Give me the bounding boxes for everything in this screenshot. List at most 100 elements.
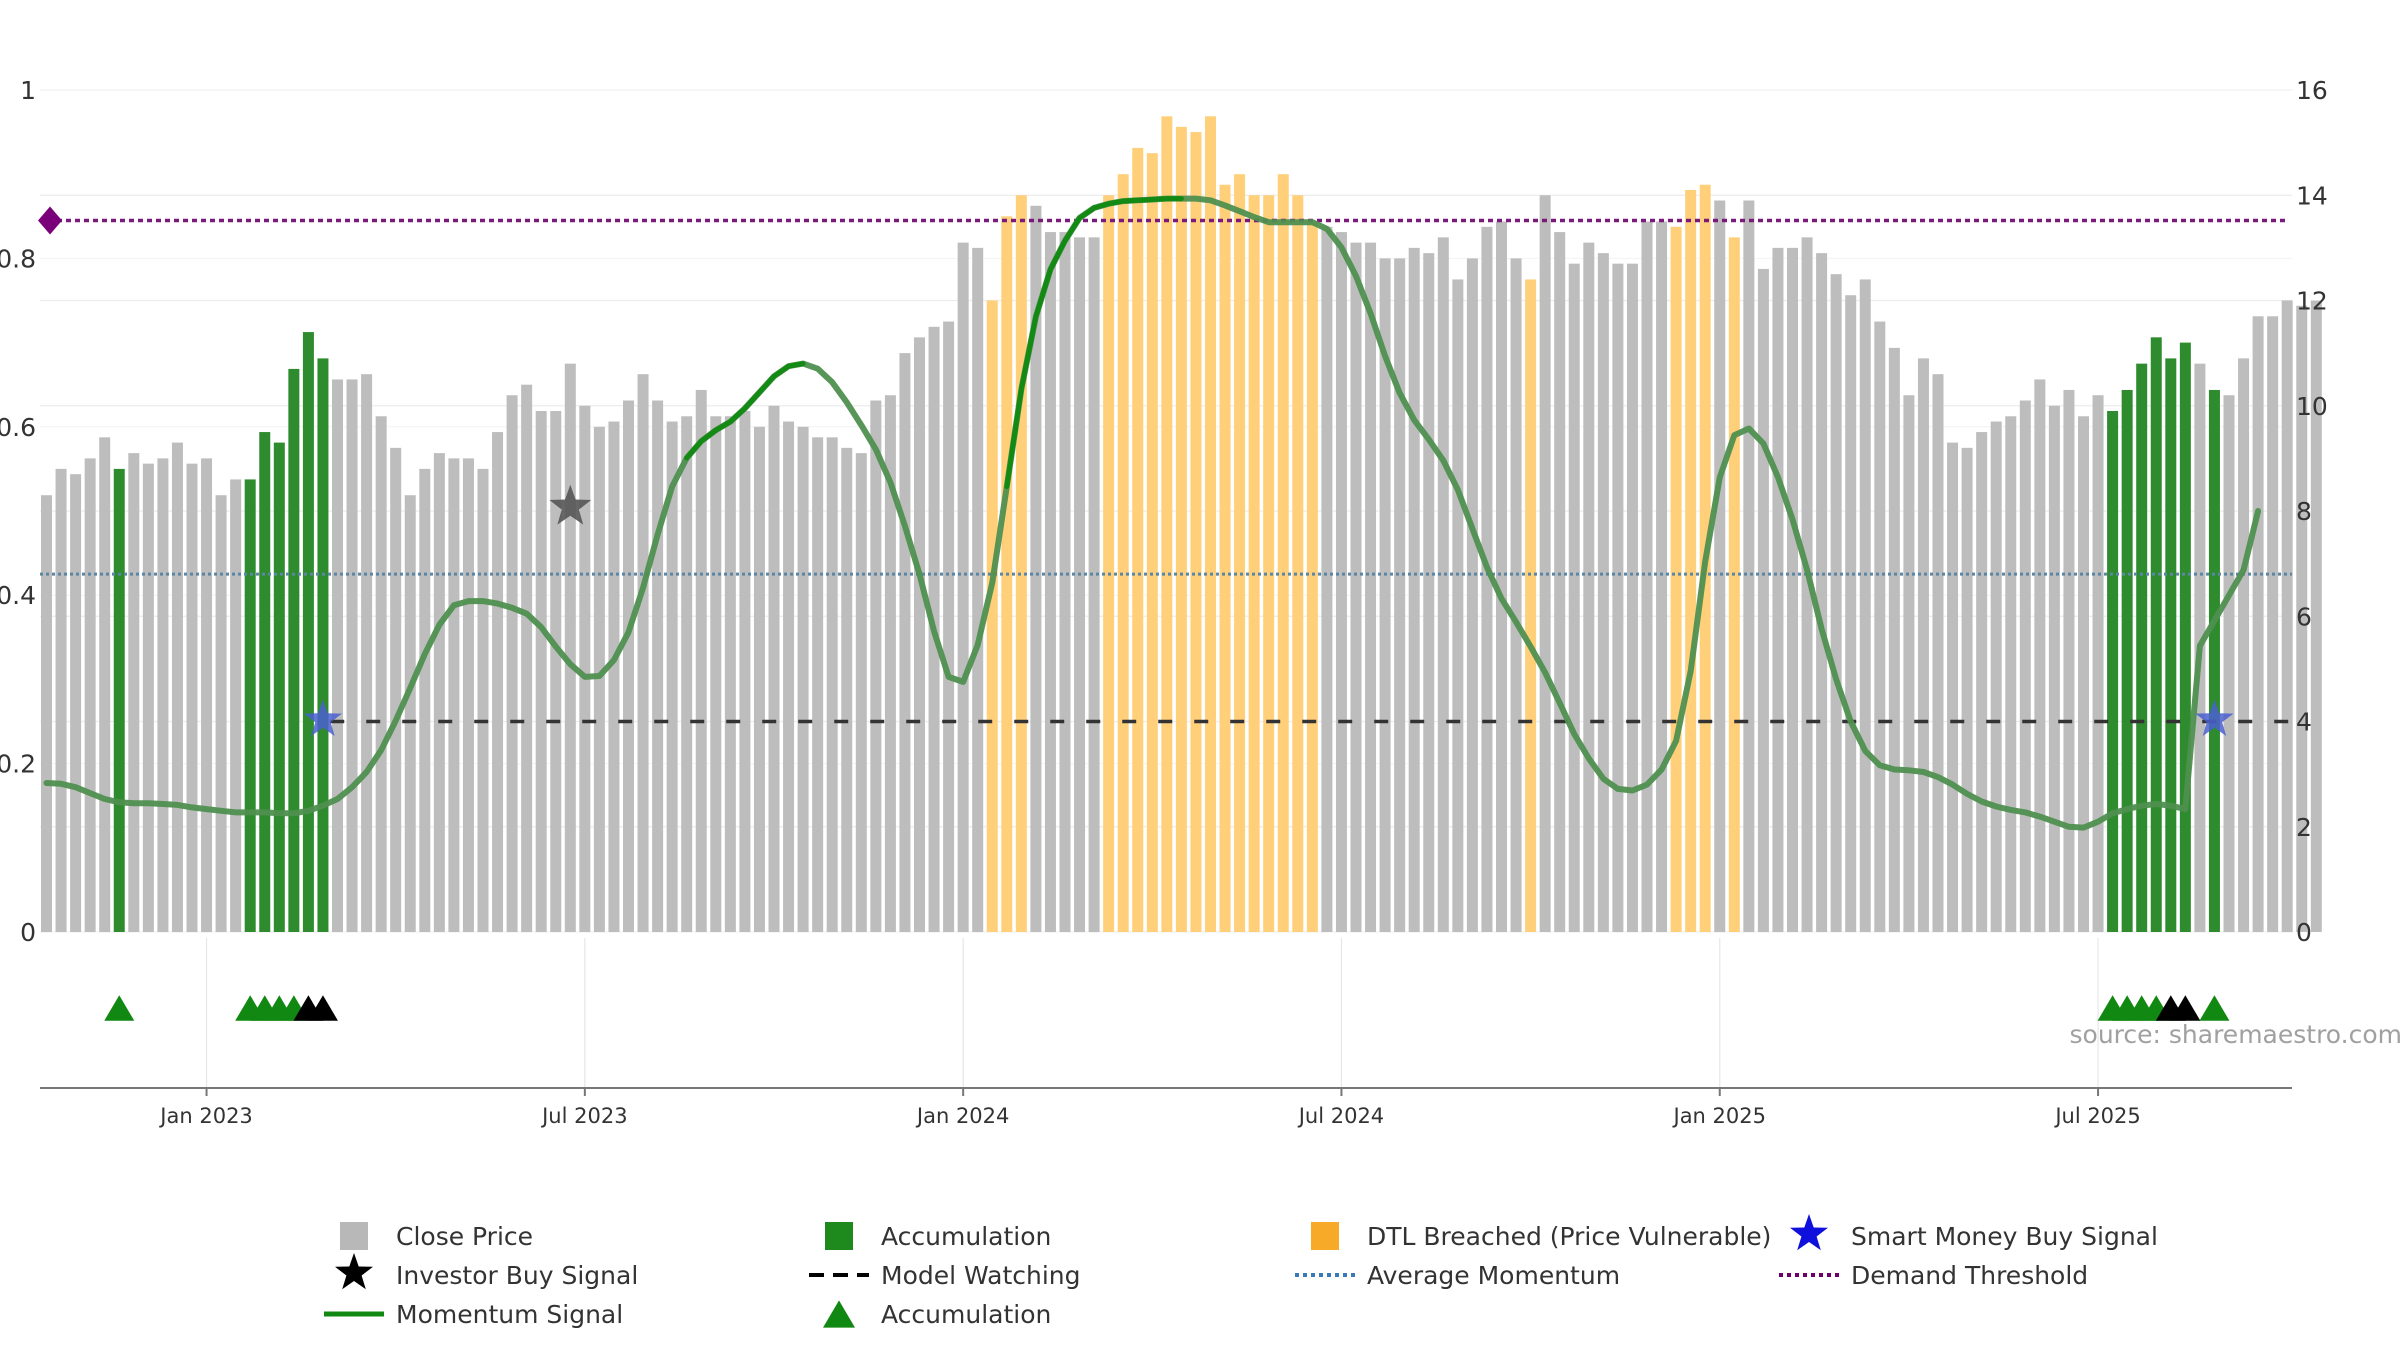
accumulation-bar-142 bbox=[2107, 411, 2118, 932]
price-bar-28 bbox=[448, 458, 459, 932]
dtl-breached-bar-77 bbox=[1161, 116, 1172, 932]
dtl-breached-bar-67 bbox=[1016, 195, 1027, 932]
right-axis-tick-label-1: 2 bbox=[2296, 813, 2312, 842]
price-bar-141 bbox=[2093, 395, 2104, 932]
right-axis-tick-label-8: 16 bbox=[2296, 76, 2328, 105]
legend-item-0: Close Price bbox=[340, 1222, 533, 1251]
price-bar-63 bbox=[958, 243, 969, 932]
accumulation-bar-5 bbox=[114, 469, 125, 932]
price-bar-136 bbox=[2020, 400, 2031, 932]
watermark: source: sharemaestro.com bbox=[2070, 1020, 2400, 1049]
price-bar-57 bbox=[870, 400, 881, 932]
price-bar-140 bbox=[2078, 416, 2089, 932]
accumulation-bar-16 bbox=[274, 443, 285, 932]
price-bar-60 bbox=[914, 337, 925, 932]
right-axis-tick-label-6: 12 bbox=[2296, 287, 2328, 316]
dtl-breached-bar-83 bbox=[1249, 195, 1260, 932]
price-bar-123 bbox=[1831, 274, 1842, 932]
price-bar-21 bbox=[347, 379, 358, 932]
price-bar-55 bbox=[841, 448, 852, 932]
legend-item-2: DTL Breached (Price Vulnerable) bbox=[1311, 1222, 1771, 1251]
dtl-breached-bar-78 bbox=[1176, 127, 1187, 932]
price-bar-31 bbox=[492, 432, 503, 932]
price-bar-41 bbox=[638, 374, 649, 932]
left-axis-tick-label-1: 0.2 bbox=[0, 750, 36, 779]
x-tick-label-3: Jul 2024 bbox=[1297, 1104, 1384, 1128]
left-axis-tick-label-4: 0.8 bbox=[0, 244, 36, 273]
right-axis-tick-label-0: 0 bbox=[2296, 918, 2312, 947]
price-bar-13 bbox=[230, 479, 241, 932]
price-bar-56 bbox=[856, 453, 867, 932]
price-bar-107 bbox=[1598, 253, 1609, 932]
accumulation-bar-15 bbox=[259, 432, 270, 932]
legend-item-1: Accumulation bbox=[825, 1222, 1051, 1251]
price-bar-109 bbox=[1627, 264, 1638, 932]
price-bar-9 bbox=[172, 443, 183, 932]
price-bar-100 bbox=[1496, 222, 1507, 932]
price-bar-44 bbox=[681, 416, 692, 932]
price-bar-22 bbox=[361, 374, 372, 932]
dtl-breached-bar-81 bbox=[1220, 185, 1231, 932]
accumulation-bar-149 bbox=[2209, 390, 2220, 932]
legend-label-9: Accumulation bbox=[881, 1300, 1051, 1329]
price-bar-11 bbox=[201, 458, 212, 932]
price-bar-42 bbox=[652, 400, 663, 932]
accumulation-bar-19 bbox=[317, 358, 328, 932]
price-bar-89 bbox=[1336, 232, 1347, 932]
price-bar-154 bbox=[2282, 301, 2293, 933]
left-axis-tick-label-2: 0.4 bbox=[0, 581, 36, 610]
price-bar-1 bbox=[56, 469, 67, 932]
legend-item-8: Momentum Signal bbox=[324, 1300, 623, 1329]
legend-item-6: Average Momentum bbox=[1295, 1261, 1620, 1290]
price-bar-132 bbox=[1962, 448, 1973, 932]
price-bar-91 bbox=[1365, 243, 1376, 932]
price-bar-90 bbox=[1351, 243, 1362, 932]
price-bar-97 bbox=[1452, 279, 1463, 932]
dtl-breached-bar-112 bbox=[1671, 227, 1682, 932]
left-axis-tick-label-5: 1 bbox=[20, 76, 36, 105]
x-tick-label-2: Jan 2024 bbox=[915, 1104, 1010, 1128]
price-bar-133 bbox=[1976, 432, 1987, 932]
accumulation-bar-146 bbox=[2165, 358, 2176, 932]
accumulation-bar-147 bbox=[2180, 343, 2191, 932]
legend-label-5: Model Watching bbox=[881, 1261, 1081, 1290]
bars bbox=[41, 116, 2322, 932]
price-bar-93 bbox=[1394, 258, 1405, 932]
legend-label-4: Investor Buy Signal bbox=[396, 1261, 638, 1290]
price-bar-64 bbox=[972, 248, 983, 932]
price-bar-62 bbox=[943, 322, 954, 932]
legend-item-5: Model Watching bbox=[809, 1261, 1081, 1290]
legend-label-0: Close Price bbox=[396, 1222, 533, 1251]
price-bar-36 bbox=[565, 364, 576, 932]
price-bar-98 bbox=[1467, 258, 1478, 932]
price-bar-153 bbox=[2267, 316, 2278, 932]
legend-label-2: DTL Breached (Price Vulnerable) bbox=[1367, 1222, 1771, 1251]
price-bar-70 bbox=[1060, 232, 1071, 932]
price-bar-47 bbox=[725, 416, 736, 932]
accumulation-bar-17 bbox=[288, 369, 299, 932]
legend-symbol-1 bbox=[825, 1222, 853, 1250]
price-bar-128 bbox=[1903, 395, 1914, 932]
dtl-breached-bar-75 bbox=[1132, 148, 1143, 932]
price-bar-127 bbox=[1889, 348, 1900, 932]
legend: Close Price Accumulation DTL Breached (Pri… bbox=[324, 1214, 2158, 1329]
price-bar-120 bbox=[1787, 248, 1798, 932]
price-bar-45 bbox=[696, 390, 707, 932]
price-bar-106 bbox=[1583, 243, 1594, 932]
legend-label-3: Smart Money Buy Signal bbox=[1851, 1222, 2158, 1251]
price-bar-48 bbox=[739, 411, 750, 932]
price-bar-69 bbox=[1045, 232, 1056, 932]
price-bar-35 bbox=[550, 411, 561, 932]
price-bar-10 bbox=[187, 464, 198, 932]
price-bar-117 bbox=[1743, 201, 1754, 932]
right-axis-tick-label-5: 10 bbox=[2296, 392, 2328, 421]
price-bar-103 bbox=[1540, 195, 1551, 932]
price-bar-2 bbox=[70, 474, 81, 932]
price-bar-20 bbox=[332, 379, 343, 932]
x-tick-label-5: Jul 2025 bbox=[2053, 1104, 2140, 1128]
x-tick-label-0: Jan 2023 bbox=[158, 1104, 253, 1128]
dtl-breached-bar-86 bbox=[1292, 195, 1303, 932]
price-bar-59 bbox=[899, 353, 910, 932]
